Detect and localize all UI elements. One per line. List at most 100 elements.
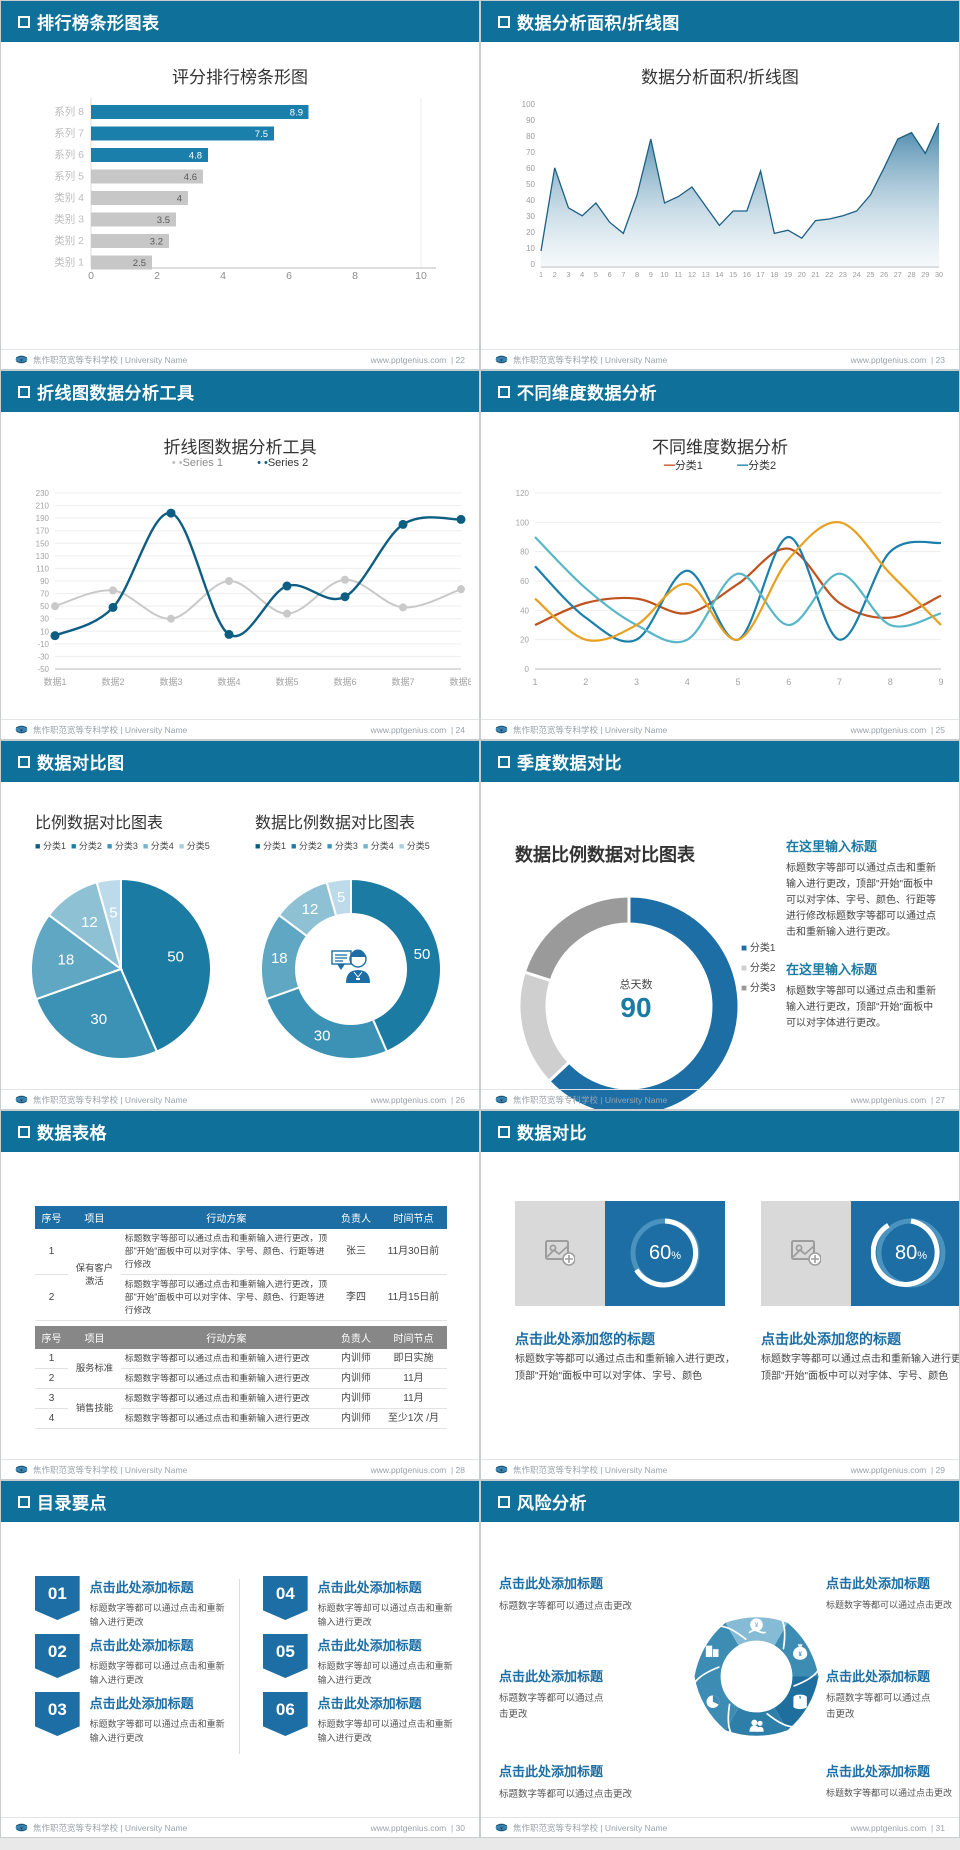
svg-text:3.2: 3.2 xyxy=(150,237,163,248)
svg-text:18: 18 xyxy=(57,952,74,969)
svg-text:12: 12 xyxy=(302,901,319,918)
svg-text:系列 6: 系列 6 xyxy=(54,148,84,161)
svg-text:70: 70 xyxy=(40,590,49,599)
svg-text:30: 30 xyxy=(314,1027,331,1044)
svg-text:4.8: 4.8 xyxy=(189,151,202,162)
svg-text:12: 12 xyxy=(688,270,696,279)
svg-text:100: 100 xyxy=(522,101,536,109)
svg-text:210: 210 xyxy=(36,502,50,511)
svg-text:类别 3: 类别 3 xyxy=(54,213,84,226)
svg-text:8: 8 xyxy=(352,270,358,282)
svg-text:30: 30 xyxy=(935,270,943,279)
svg-text:0: 0 xyxy=(88,270,94,282)
svg-text:数据7: 数据7 xyxy=(391,676,414,687)
svg-text:类别 2: 类别 2 xyxy=(54,234,84,247)
svg-text:数据3: 数据3 xyxy=(159,676,182,687)
svg-text:13: 13 xyxy=(702,270,710,279)
svg-text:0: 0 xyxy=(531,260,536,269)
svg-text:20: 20 xyxy=(526,228,535,237)
svg-text:9: 9 xyxy=(938,677,943,687)
svg-text:10: 10 xyxy=(526,244,535,253)
svg-text:6: 6 xyxy=(286,270,292,282)
svg-text:8: 8 xyxy=(888,677,893,687)
svg-text:2.5: 2.5 xyxy=(133,258,146,269)
svg-text:9: 9 xyxy=(649,270,653,279)
svg-text:15: 15 xyxy=(729,270,737,279)
svg-text:25: 25 xyxy=(866,270,874,279)
svg-text:7.5: 7.5 xyxy=(255,129,268,140)
svg-text:数据8: 数据8 xyxy=(449,676,471,687)
svg-text:170: 170 xyxy=(36,527,50,536)
svg-text:-50: -50 xyxy=(37,665,49,674)
svg-text:28: 28 xyxy=(907,270,915,279)
svg-text:60%: 60% xyxy=(649,1242,681,1264)
svg-text:系列 8: 系列 8 xyxy=(54,105,84,118)
svg-text:80%: 80% xyxy=(895,1242,927,1264)
svg-text:类别 1: 类别 1 xyxy=(54,256,84,269)
svg-text:数据5: 数据5 xyxy=(275,676,298,687)
svg-text:1: 1 xyxy=(532,677,537,687)
svg-text:90: 90 xyxy=(40,577,49,586)
svg-text:7: 7 xyxy=(621,270,625,279)
svg-text:10: 10 xyxy=(40,627,49,636)
svg-text:21: 21 xyxy=(811,270,819,279)
svg-text:150: 150 xyxy=(36,539,50,548)
svg-text:12: 12 xyxy=(81,914,98,931)
svg-text:230: 230 xyxy=(36,489,50,498)
svg-text:60: 60 xyxy=(526,164,535,173)
svg-text:数据6: 数据6 xyxy=(333,676,356,687)
svg-text:系列 5: 系列 5 xyxy=(54,170,84,183)
svg-text:5: 5 xyxy=(735,677,740,687)
svg-text:20: 20 xyxy=(798,270,806,279)
svg-text:26: 26 xyxy=(880,270,888,279)
svg-text:23: 23 xyxy=(839,270,847,279)
svg-text:5: 5 xyxy=(337,889,345,906)
svg-text:4: 4 xyxy=(177,194,182,205)
svg-text:4: 4 xyxy=(580,270,584,279)
svg-text:130: 130 xyxy=(36,552,50,561)
svg-text:19: 19 xyxy=(784,270,792,279)
svg-text:60: 60 xyxy=(520,577,529,586)
svg-text:数据4: 数据4 xyxy=(217,676,240,687)
svg-text:30: 30 xyxy=(526,212,535,221)
svg-text:40: 40 xyxy=(520,606,529,615)
svg-text:7: 7 xyxy=(837,677,842,687)
svg-text:90: 90 xyxy=(526,116,535,125)
svg-text:80: 80 xyxy=(526,132,535,141)
svg-text:50: 50 xyxy=(167,949,184,966)
svg-text:4: 4 xyxy=(220,270,226,282)
svg-text:18: 18 xyxy=(770,270,778,279)
svg-text:40: 40 xyxy=(526,196,535,205)
svg-text:系列 7: 系列 7 xyxy=(54,127,84,140)
svg-text:3.5: 3.5 xyxy=(157,215,170,226)
svg-text:2: 2 xyxy=(553,270,557,279)
svg-text:¥: ¥ xyxy=(755,1622,759,1629)
svg-text:100: 100 xyxy=(516,518,530,527)
svg-text:70: 70 xyxy=(526,148,535,157)
svg-text:8.9: 8.9 xyxy=(290,108,303,119)
svg-text:2: 2 xyxy=(583,677,588,687)
svg-text:11: 11 xyxy=(674,270,682,279)
svg-text:14: 14 xyxy=(715,270,723,279)
svg-text:10: 10 xyxy=(415,270,427,282)
svg-text:80: 80 xyxy=(520,548,529,557)
svg-text:6: 6 xyxy=(786,677,791,687)
svg-text:1: 1 xyxy=(539,270,543,279)
svg-text:5: 5 xyxy=(594,270,598,279)
svg-text:4: 4 xyxy=(685,677,690,687)
svg-text:30: 30 xyxy=(90,1011,107,1028)
svg-text:10: 10 xyxy=(660,270,668,279)
svg-text:-10: -10 xyxy=(37,640,49,649)
svg-text:120: 120 xyxy=(516,489,530,498)
svg-text:29: 29 xyxy=(921,270,929,279)
svg-text:50: 50 xyxy=(40,602,49,611)
svg-text:0: 0 xyxy=(525,665,530,674)
svg-text:22: 22 xyxy=(825,270,833,279)
svg-text:50: 50 xyxy=(526,180,535,189)
svg-text:2: 2 xyxy=(154,270,160,282)
svg-text:20: 20 xyxy=(520,636,529,645)
svg-text:110: 110 xyxy=(36,564,49,573)
svg-text:50: 50 xyxy=(414,946,431,963)
svg-text:190: 190 xyxy=(36,514,50,523)
svg-text:24: 24 xyxy=(853,270,861,279)
